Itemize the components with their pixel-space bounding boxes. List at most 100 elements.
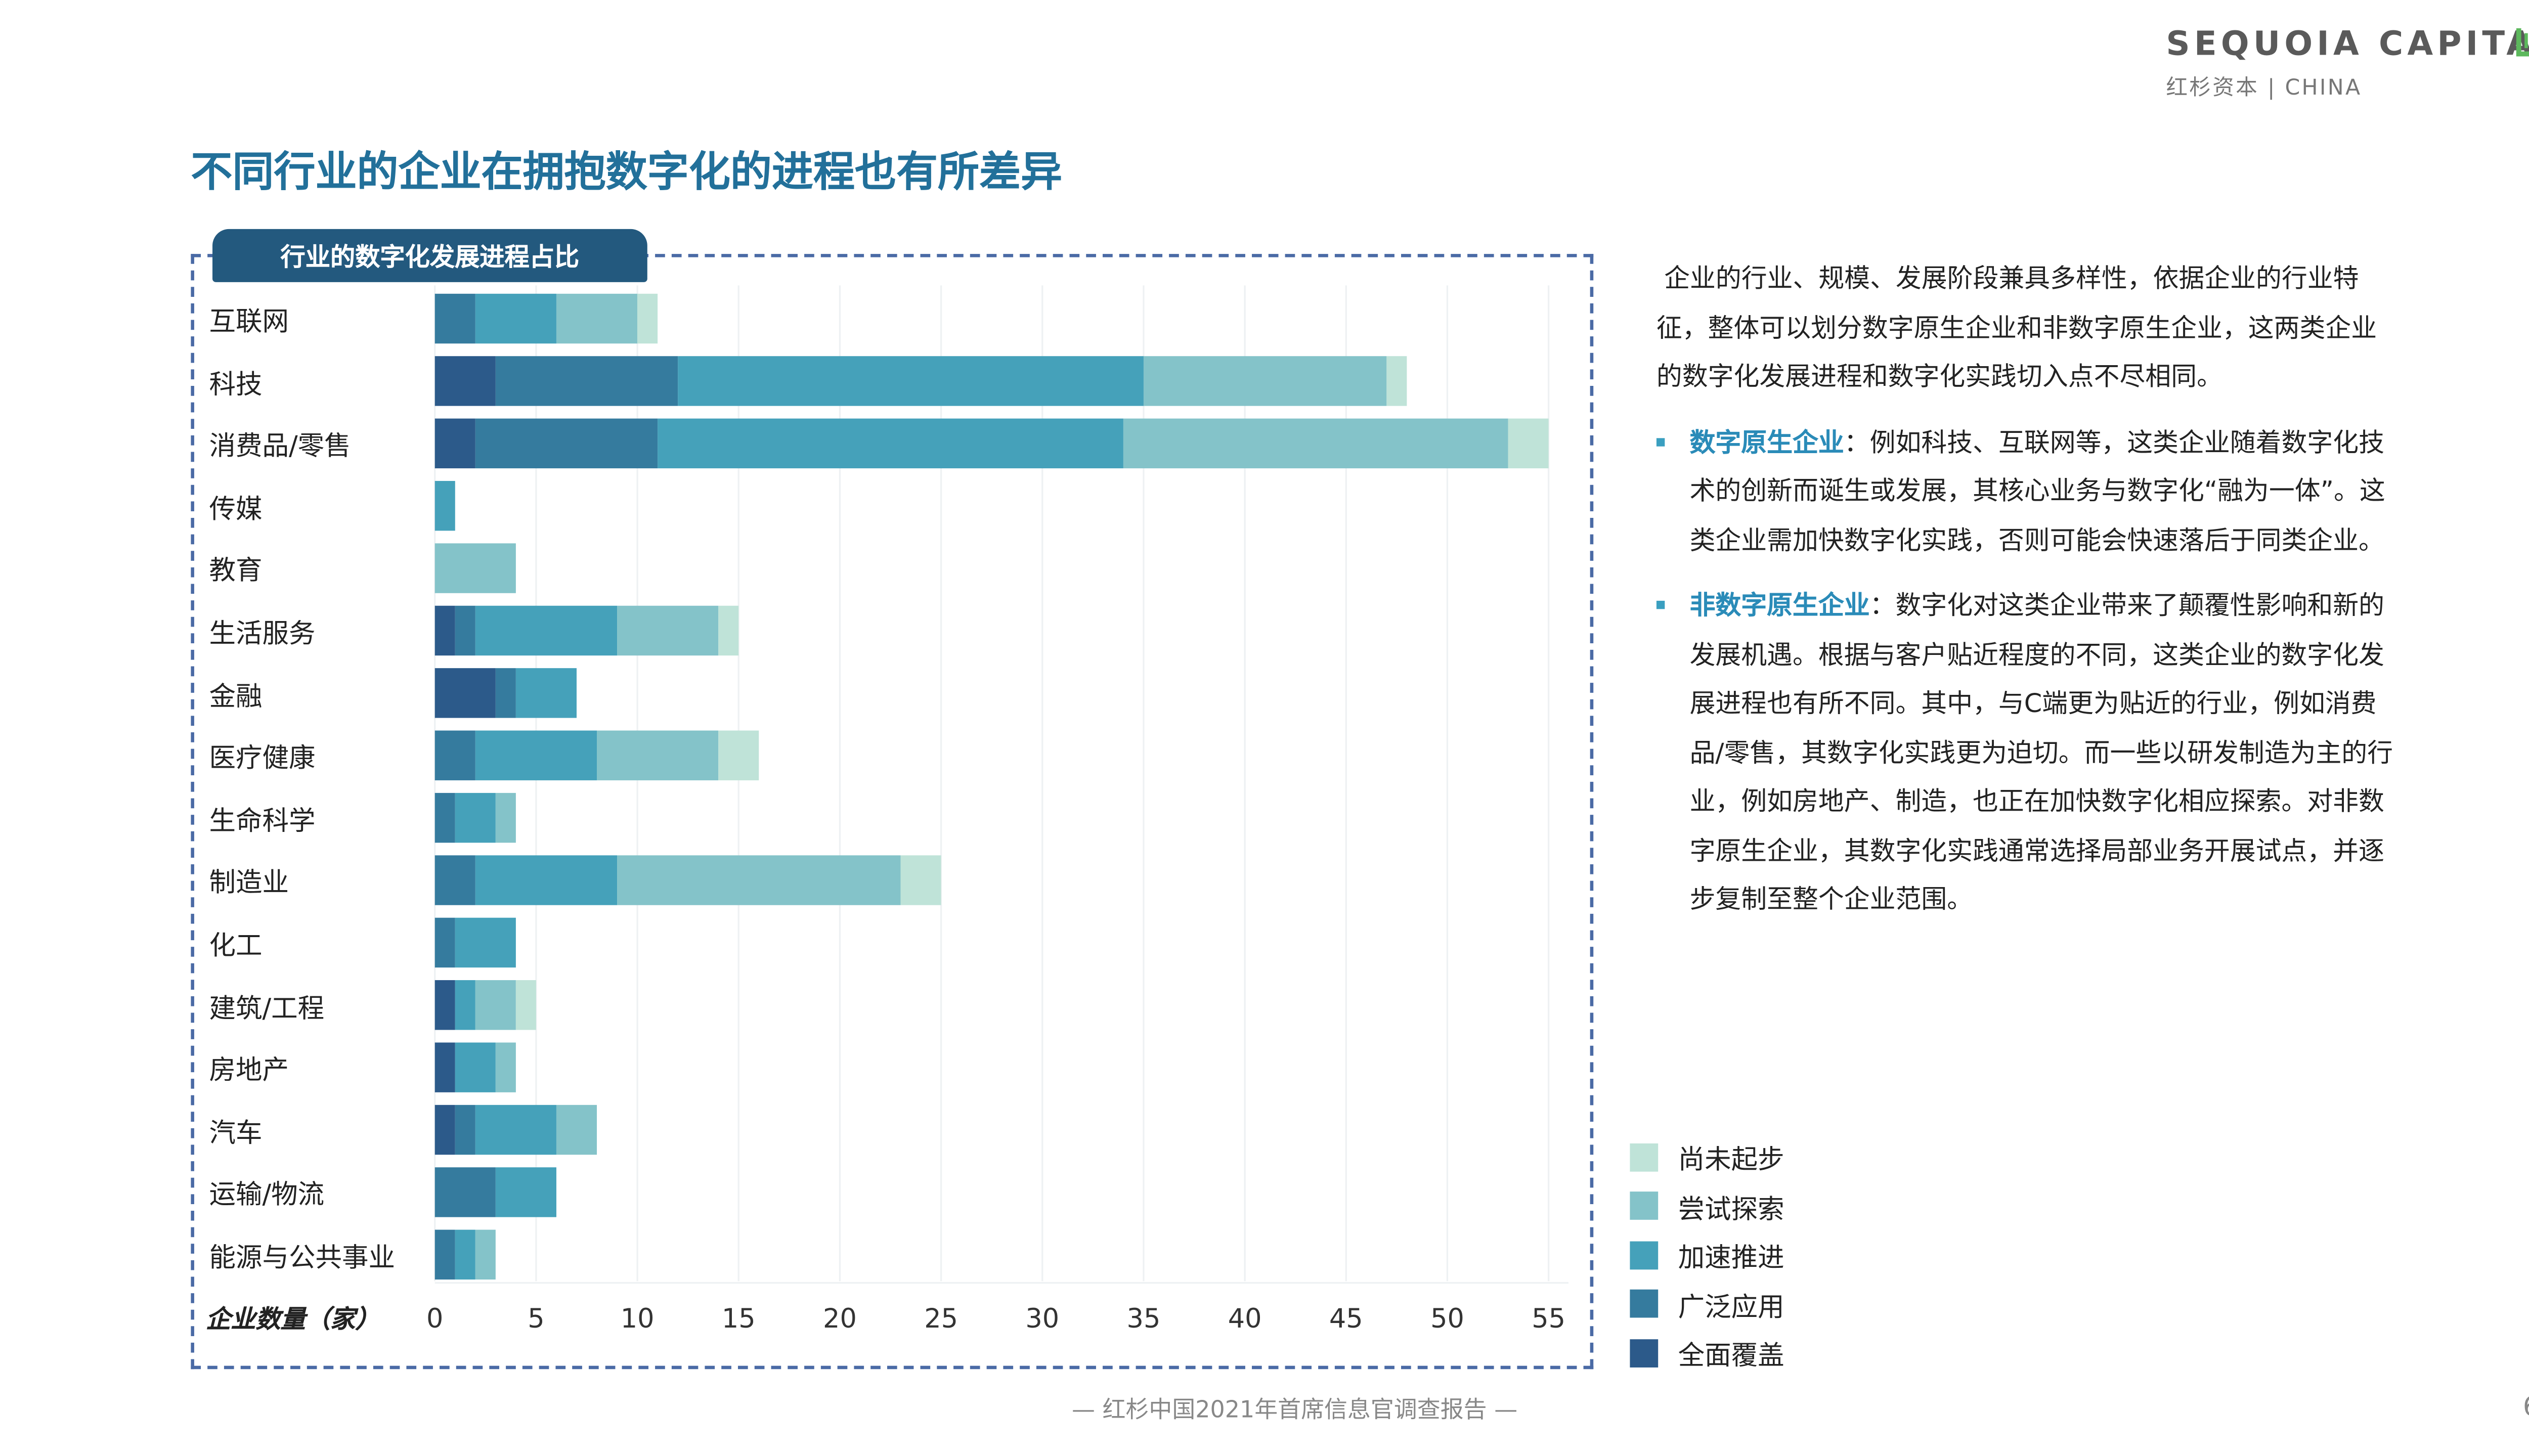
x-axis-label: 企业数量（家）	[205, 1304, 380, 1335]
bar-segment	[475, 605, 618, 656]
category-label: 医疗健康	[209, 742, 316, 774]
description: 企业的行业、规模、发展阶段兼具多样性，依据企业的行业特征，整体可以划分数字原生企…	[1656, 255, 2400, 942]
bar-segment	[434, 543, 516, 593]
bar-segment	[1508, 418, 1549, 469]
x-tick-label: 45	[1329, 1302, 1363, 1335]
bullet-term: 非数字原生企业	[1689, 591, 1870, 621]
bar-segment	[718, 730, 759, 780]
bar-segment	[434, 668, 496, 718]
bar-segment	[434, 480, 455, 531]
bar-segment	[556, 1105, 597, 1155]
x-tick-label: 55	[1532, 1302, 1566, 1335]
legend-label: 尝试探索	[1678, 1192, 1784, 1224]
page-number: 6	[2523, 1391, 2529, 1422]
bar-segment	[495, 356, 678, 406]
bar-segment	[475, 980, 516, 1030]
category-label: 教育	[209, 555, 263, 587]
x-tick-label: 10	[620, 1302, 655, 1335]
bullet-digital-native: 数字原生企业：例如科技、互联网等，这类企业随着数字化技术的创新而诞生或发展，其核…	[1656, 419, 2400, 566]
bar-segment	[434, 1105, 455, 1155]
page-title: 不同行业的企业在拥抱数字化的进程也有所差异	[191, 148, 1063, 196]
category-label: 消费品/零售	[209, 430, 351, 462]
bar-segment	[475, 1105, 556, 1155]
legend-item: 尝试探索	[1630, 1186, 1784, 1226]
bar-segment	[1386, 356, 1407, 406]
bar-segment	[455, 1229, 475, 1280]
bar-segment	[637, 293, 658, 344]
legend-item: 加速推进	[1630, 1234, 1784, 1274]
bar-segment	[434, 1042, 455, 1092]
x-tick-label: 35	[1126, 1302, 1161, 1335]
legend-swatch	[1630, 1240, 1659, 1269]
intro-paragraph: 企业的行业、规模、发展阶段兼具多样性，依据企业的行业特征，整体可以划分数字原生企…	[1656, 263, 2377, 392]
x-tick-label: 20	[823, 1302, 857, 1335]
legend-swatch	[1630, 1142, 1659, 1171]
bar-segment	[475, 293, 556, 344]
logo-subtitle: 红杉资本 | CHINA	[2166, 76, 2362, 102]
bar-segment	[475, 1229, 496, 1280]
bar-segment	[718, 605, 739, 656]
bullet-icon	[1656, 600, 1665, 609]
x-tick-label: 40	[1228, 1302, 1262, 1335]
bar-segment	[455, 605, 475, 656]
bar-segment	[515, 980, 536, 1030]
bar-segment	[434, 356, 496, 406]
x-tick-label: 25	[924, 1302, 958, 1335]
bar-segment	[475, 730, 597, 780]
legend-item: 尚未起步	[1630, 1137, 1784, 1177]
bullet-term: 数字原生企业	[1689, 427, 1844, 458]
bar-segment	[434, 855, 475, 905]
bar-segment	[617, 855, 901, 905]
bullet-icon	[1656, 437, 1665, 446]
bar-segment	[495, 1042, 516, 1092]
legend-swatch	[1630, 1338, 1659, 1367]
bar-segment	[678, 356, 1144, 406]
bar-segment	[475, 418, 658, 469]
x-tick-label: 5	[528, 1302, 545, 1335]
legend-label: 尚未起步	[1678, 1143, 1784, 1175]
chart-frame	[191, 254, 1594, 1370]
category-label: 化工	[209, 929, 263, 961]
bar-segment	[1123, 418, 1508, 469]
legend-label: 广泛应用	[1678, 1290, 1784, 1322]
category-label: 房地产	[209, 1054, 289, 1086]
legend-item: 全面覆盖	[1630, 1333, 1784, 1373]
x-tick-label: 30	[1025, 1302, 1060, 1335]
bar-segment	[455, 792, 496, 843]
bar-segment	[434, 730, 475, 780]
bar-segment	[434, 917, 455, 968]
category-label: 制造业	[209, 867, 289, 899]
category-label: 科技	[209, 368, 263, 400]
bar-segment	[434, 1167, 496, 1217]
category-label: 运输/物流	[209, 1179, 325, 1211]
category-label: 金融	[209, 680, 263, 712]
bar-segment	[434, 792, 455, 843]
bar-segment	[658, 418, 1123, 469]
bar-segment	[434, 605, 455, 656]
bar-segment	[475, 855, 618, 905]
bar-segment	[455, 1105, 475, 1155]
legend-item: 广泛应用	[1630, 1284, 1784, 1323]
chart-title: 行业的数字化发展进程占比	[212, 229, 647, 282]
logo-wordmark: SEQUOIA CAPITAL	[2166, 23, 2529, 63]
bar-segment	[597, 730, 719, 780]
category-label: 能源与公共事业	[209, 1241, 396, 1273]
bar-segment	[434, 418, 475, 469]
bar-segment	[495, 668, 516, 718]
category-label: 生命科学	[209, 804, 316, 836]
category-label: 汽车	[209, 1116, 263, 1149]
sequoia-logo-icon	[2516, 28, 2529, 57]
bar-segment	[1143, 356, 1387, 406]
bar-segment	[434, 1229, 455, 1280]
bar-segment	[455, 980, 475, 1030]
category-label: 传媒	[209, 492, 263, 524]
bar-segment	[617, 605, 719, 656]
bar-segment	[455, 1042, 496, 1092]
category-label: 互联网	[209, 305, 289, 337]
bar-segment	[434, 980, 455, 1030]
x-tick-label: 0	[426, 1302, 444, 1335]
bar-segment	[455, 917, 516, 968]
legend-swatch	[1630, 1289, 1659, 1318]
category-label: 建筑/工程	[209, 992, 325, 1024]
